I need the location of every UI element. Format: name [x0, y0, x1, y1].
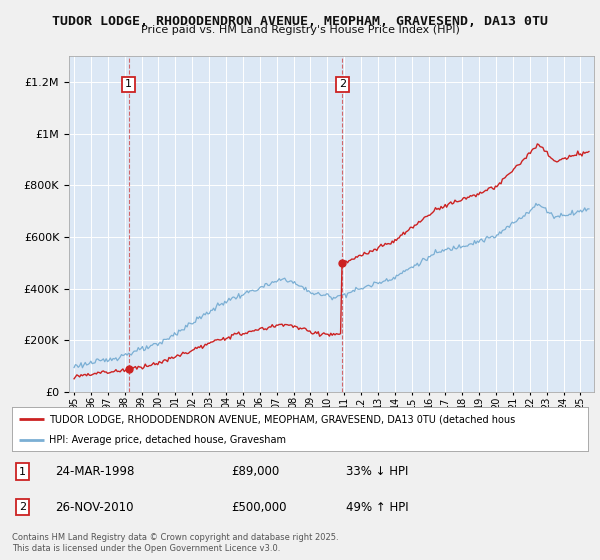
Text: TUDOR LODGE, RHODODENDRON AVENUE, MEOPHAM, GRAVESEND, DA13 0TU: TUDOR LODGE, RHODODENDRON AVENUE, MEOPHA… [52, 15, 548, 27]
Text: 1: 1 [19, 466, 26, 477]
Text: Contains HM Land Registry data © Crown copyright and database right 2025.
This d: Contains HM Land Registry data © Crown c… [12, 533, 338, 553]
Text: 2: 2 [339, 80, 346, 90]
Text: TUDOR LODGE, RHODODENDRON AVENUE, MEOPHAM, GRAVESEND, DA13 0TU (detached hous: TUDOR LODGE, RHODODENDRON AVENUE, MEOPHA… [49, 414, 515, 424]
Text: 49% ↑ HPI: 49% ↑ HPI [346, 501, 409, 514]
Text: 2: 2 [19, 502, 26, 512]
Text: 26-NOV-2010: 26-NOV-2010 [55, 501, 134, 514]
Text: 24-MAR-1998: 24-MAR-1998 [55, 465, 134, 478]
Text: £500,000: £500,000 [231, 501, 286, 514]
Text: 33% ↓ HPI: 33% ↓ HPI [346, 465, 409, 478]
Text: HPI: Average price, detached house, Gravesham: HPI: Average price, detached house, Grav… [49, 435, 286, 445]
Text: Price paid vs. HM Land Registry's House Price Index (HPI): Price paid vs. HM Land Registry's House … [140, 25, 460, 35]
Text: £89,000: £89,000 [231, 465, 279, 478]
Text: 1: 1 [125, 80, 132, 90]
